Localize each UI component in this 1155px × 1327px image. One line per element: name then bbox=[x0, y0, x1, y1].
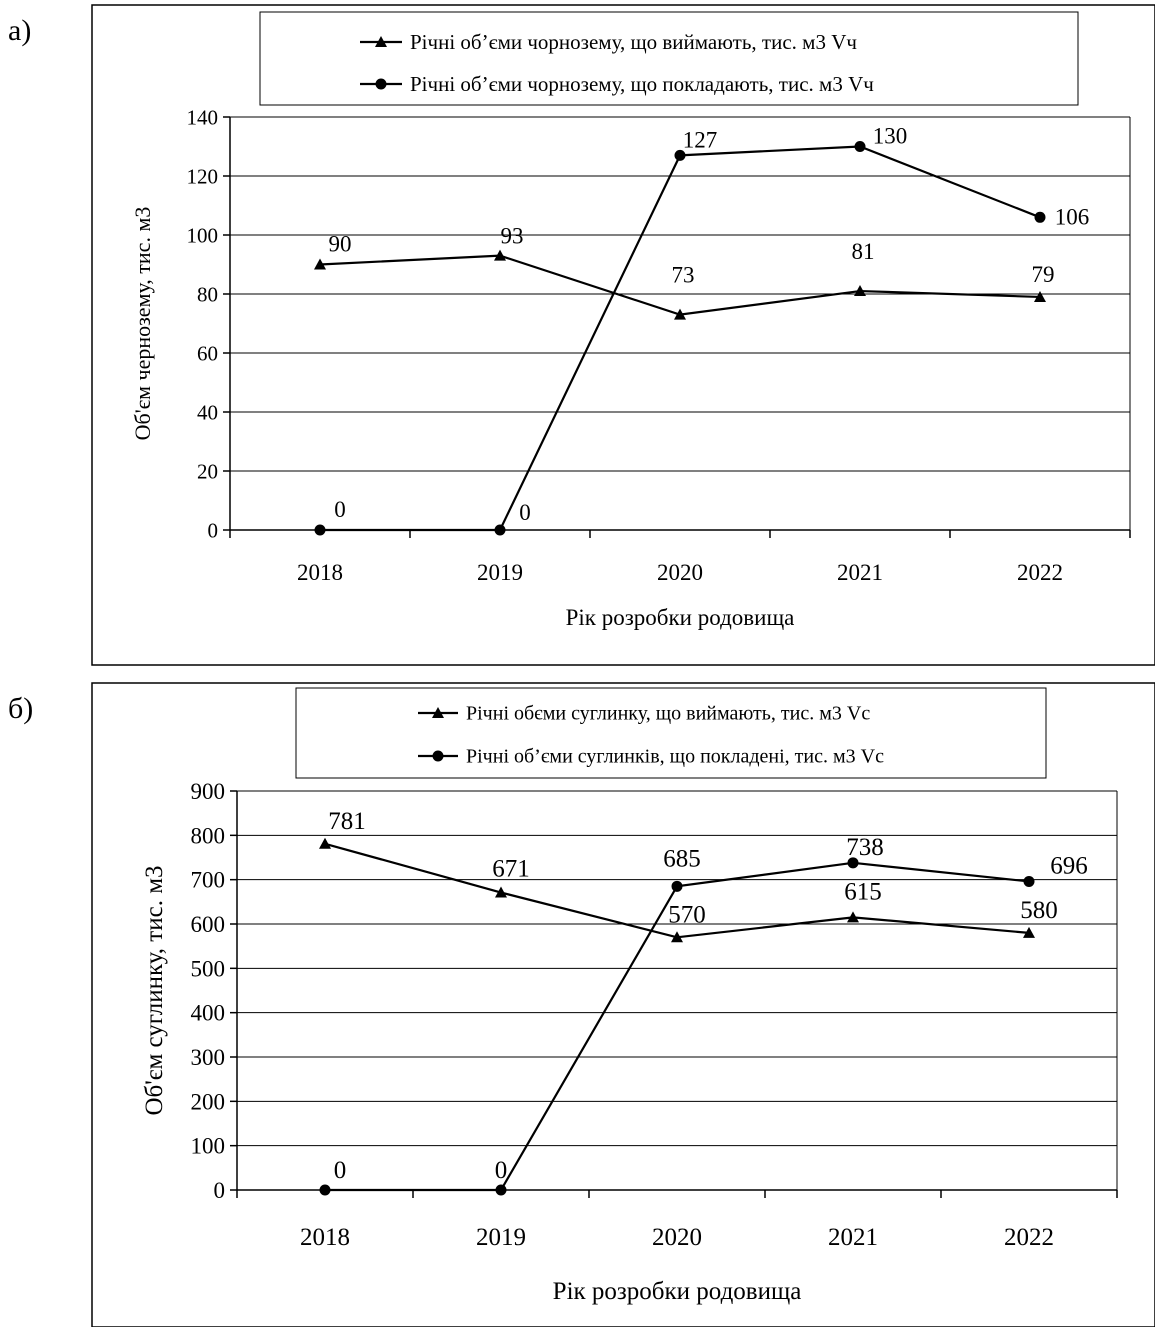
chart-panel-a: а) 0 20 40 60 80 100 120 140 2018 2019 2020 2021 2022… bbox=[8, 4, 1155, 666]
data-label: 685 bbox=[663, 845, 701, 872]
data-label: 671 bbox=[492, 856, 530, 883]
y-tick-label: 900 bbox=[191, 779, 226, 804]
data-point bbox=[1034, 211, 1046, 223]
series-excavated: 90 93 73 81 79 bbox=[314, 224, 1055, 320]
data-point bbox=[319, 1184, 331, 1196]
y-tick-label: 80 bbox=[197, 282, 218, 306]
data-point bbox=[494, 249, 506, 261]
data-point bbox=[495, 1184, 507, 1196]
x-axis-title: Рік розробки родовища bbox=[553, 1278, 802, 1305]
data-label: 738 bbox=[846, 834, 884, 861]
legend-marker bbox=[432, 750, 444, 762]
legend-marker bbox=[375, 78, 387, 90]
y-tick-label: 700 bbox=[191, 868, 226, 893]
series-deposited: 0 0 685 738 696 bbox=[319, 834, 1088, 1196]
chart-frame bbox=[91, 682, 1155, 1327]
data-label: 130 bbox=[873, 124, 908, 149]
panel-label: б) bbox=[8, 692, 33, 725]
y-tick-label: 200 bbox=[191, 1089, 226, 1114]
y-tick-label: 400 bbox=[191, 1001, 226, 1026]
data-label: 93 bbox=[501, 224, 524, 249]
data-label: 615 bbox=[844, 878, 882, 905]
y-tick-label: 300 bbox=[191, 1045, 226, 1070]
legend: Річні об’єми чорнозему, що виймають, тис… bbox=[259, 11, 1079, 106]
legend-entry: Річні обєми суглинку, що виймають, тис. … bbox=[466, 703, 870, 725]
x-tick-label: 2022 bbox=[1004, 1224, 1054, 1251]
data-point bbox=[674, 308, 686, 320]
series-excavated: 781 671 570 615 580 bbox=[319, 808, 1058, 943]
data-point bbox=[1023, 926, 1035, 938]
x-tick-label: 2021 bbox=[837, 560, 883, 585]
data-label: 106 bbox=[1055, 204, 1090, 229]
data-point bbox=[847, 857, 859, 869]
data-point bbox=[319, 837, 331, 849]
data-label: 781 bbox=[328, 808, 366, 835]
y-tick-label: 120 bbox=[187, 164, 219, 188]
legend-entry: Річні об’єми суглинків, що покладені, ти… bbox=[466, 746, 884, 768]
data-label: 0 bbox=[495, 1157, 508, 1184]
panel-label: а) bbox=[8, 14, 31, 47]
x-tick-label: 2019 bbox=[476, 1224, 526, 1251]
legend: Річні обєми суглинку, що виймають, тис. … bbox=[295, 687, 1047, 779]
y-tick-label: 20 bbox=[197, 459, 218, 483]
data-label: 696 bbox=[1050, 852, 1088, 879]
x-tick-label: 2019 bbox=[477, 560, 523, 585]
chart-panel-b: б) 0 100 200 300 400 500 600 700 800 900 2018 2019 20… bbox=[8, 682, 1155, 1327]
data-label: 73 bbox=[672, 263, 695, 288]
data-label: 580 bbox=[1020, 897, 1058, 924]
data-point bbox=[854, 285, 866, 297]
legend-entry: Річні об’єми чорнозему, що покладають, т… bbox=[410, 72, 874, 96]
data-label: 79 bbox=[1032, 262, 1055, 287]
legend-entry: Річні об’єми чорнозему, що виймають, тис… bbox=[410, 30, 857, 54]
data-label: 0 bbox=[334, 1157, 347, 1184]
data-point bbox=[854, 141, 866, 152]
data-point bbox=[671, 931, 683, 943]
x-tick-label: 2020 bbox=[652, 1224, 702, 1251]
data-point bbox=[847, 911, 859, 923]
data-point bbox=[494, 524, 506, 536]
y-tick-label: 0 bbox=[214, 1178, 226, 1203]
data-point bbox=[314, 258, 326, 270]
legend-box bbox=[259, 11, 1079, 106]
data-point bbox=[674, 149, 686, 161]
series-line bbox=[320, 145, 1041, 532]
data-label: 127 bbox=[683, 127, 718, 152]
data-label: 90 bbox=[329, 232, 352, 257]
x-tick-label: 2018 bbox=[297, 560, 343, 585]
legend-box bbox=[295, 687, 1047, 779]
data-label: 81 bbox=[852, 239, 875, 264]
series-deposited: 0 0 127 130 106 bbox=[314, 124, 1090, 536]
data-point bbox=[314, 524, 326, 536]
legend-marker bbox=[375, 36, 387, 47]
data-label: 0 bbox=[519, 500, 531, 525]
data-label: 570 bbox=[668, 901, 706, 928]
y-tick-label: 60 bbox=[197, 341, 218, 365]
y-tick-label: 800 bbox=[191, 823, 226, 848]
data-label: 0 bbox=[334, 497, 346, 522]
y-tick-label: 100 bbox=[187, 223, 219, 247]
legend-marker bbox=[432, 707, 444, 718]
y-tick-label: 500 bbox=[191, 956, 226, 981]
y-tick-label: 600 bbox=[191, 912, 226, 937]
data-point bbox=[495, 886, 507, 898]
x-tick-label: 2018 bbox=[300, 1224, 350, 1251]
y-tick-label: 100 bbox=[191, 1134, 226, 1159]
x-tick-label: 2021 bbox=[828, 1224, 878, 1251]
x-tick-label: 2020 bbox=[657, 560, 703, 585]
y-tick-label: 0 bbox=[208, 518, 219, 542]
x-axis-title: Рік розробки родовища bbox=[566, 605, 795, 630]
data-point bbox=[1023, 875, 1035, 887]
y-axis-title: Об'єм чернозему, тис. м3 bbox=[130, 207, 155, 441]
y-tick-label: 40 bbox=[197, 400, 218, 424]
chart-frame bbox=[91, 4, 1155, 666]
y-tick-label: 140 bbox=[187, 105, 219, 129]
x-tick-label: 2022 bbox=[1017, 560, 1063, 585]
data-point bbox=[671, 880, 683, 892]
y-axis-title: Об'єм суглинку, тис. м3 bbox=[141, 865, 168, 1115]
data-point bbox=[1034, 290, 1046, 302]
